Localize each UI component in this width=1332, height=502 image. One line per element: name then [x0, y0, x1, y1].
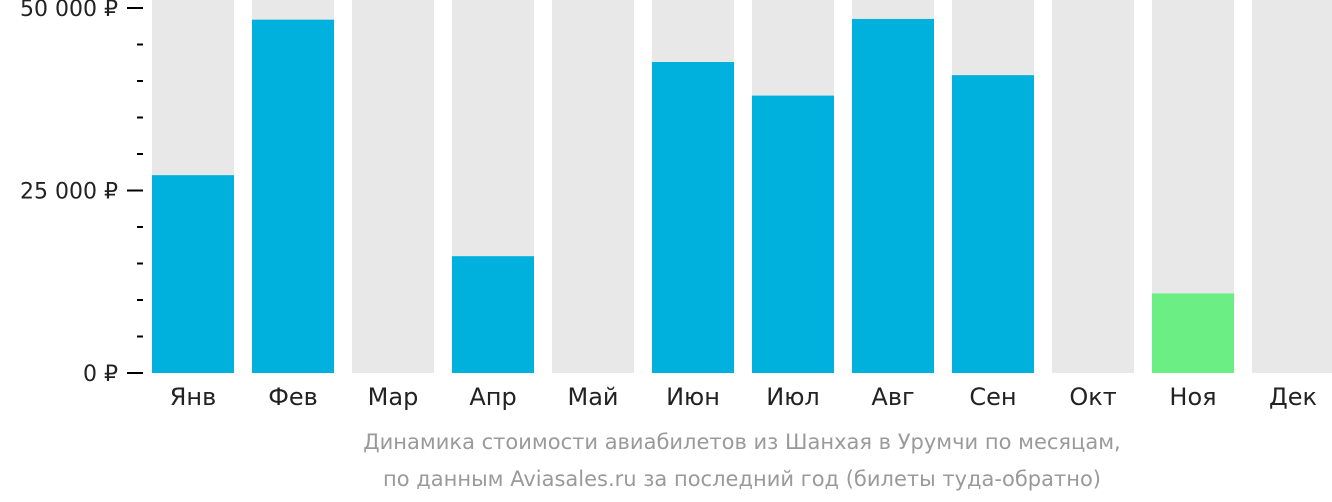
bar-2 [252, 19, 334, 374]
x-tick-label-1: Янв [170, 383, 217, 411]
bar-6 [652, 62, 734, 374]
x-tick-label-11: Ноя [1169, 383, 1216, 411]
x-tick-label-6: Июн [666, 383, 720, 411]
x-tick-label-5: Май [567, 383, 618, 411]
x-tick-label-9: Сен [969, 383, 1016, 411]
bar-background-5 [552, 0, 634, 373]
x-tick-label-10: Окт [1069, 383, 1116, 411]
bar-background-12 [1252, 0, 1332, 373]
x-tick-label-7: Июл [766, 383, 820, 411]
bar-11 [1152, 293, 1234, 373]
x-tick-label-2: Фев [268, 383, 318, 411]
y-tick-label-1: 0 ₽ [83, 362, 118, 387]
y-tick-label-3: 50 000 ₽ [20, 0, 118, 22]
chart-caption-line-1: Динамика стоимости авиабилетов из Шанхая… [363, 430, 1121, 454]
chart-caption-line-2: по данным Aviasales.ru за последний год … [383, 467, 1101, 491]
y-tick-label-2: 25 000 ₽ [20, 180, 118, 205]
bar-background-3 [352, 0, 434, 373]
x-tick-label-8: Авг [871, 383, 914, 411]
bar-background-10 [1052, 0, 1134, 373]
price-bar-chart: Янв Фев Мар Апр Май Июн Июл Авг Сен Окт Ноя Дек 0 ₽ 2… [20, 0, 1332, 411]
bar-9 [952, 75, 1034, 373]
bar-1 [152, 175, 234, 373]
bar-7 [752, 95, 834, 373]
bar-4 [452, 256, 534, 373]
x-tick-label-3: Мар [368, 383, 419, 411]
bar-8 [852, 18, 934, 373]
x-tick-label-4: Апр [469, 383, 516, 411]
x-tick-label-12: Дек [1269, 383, 1317, 411]
